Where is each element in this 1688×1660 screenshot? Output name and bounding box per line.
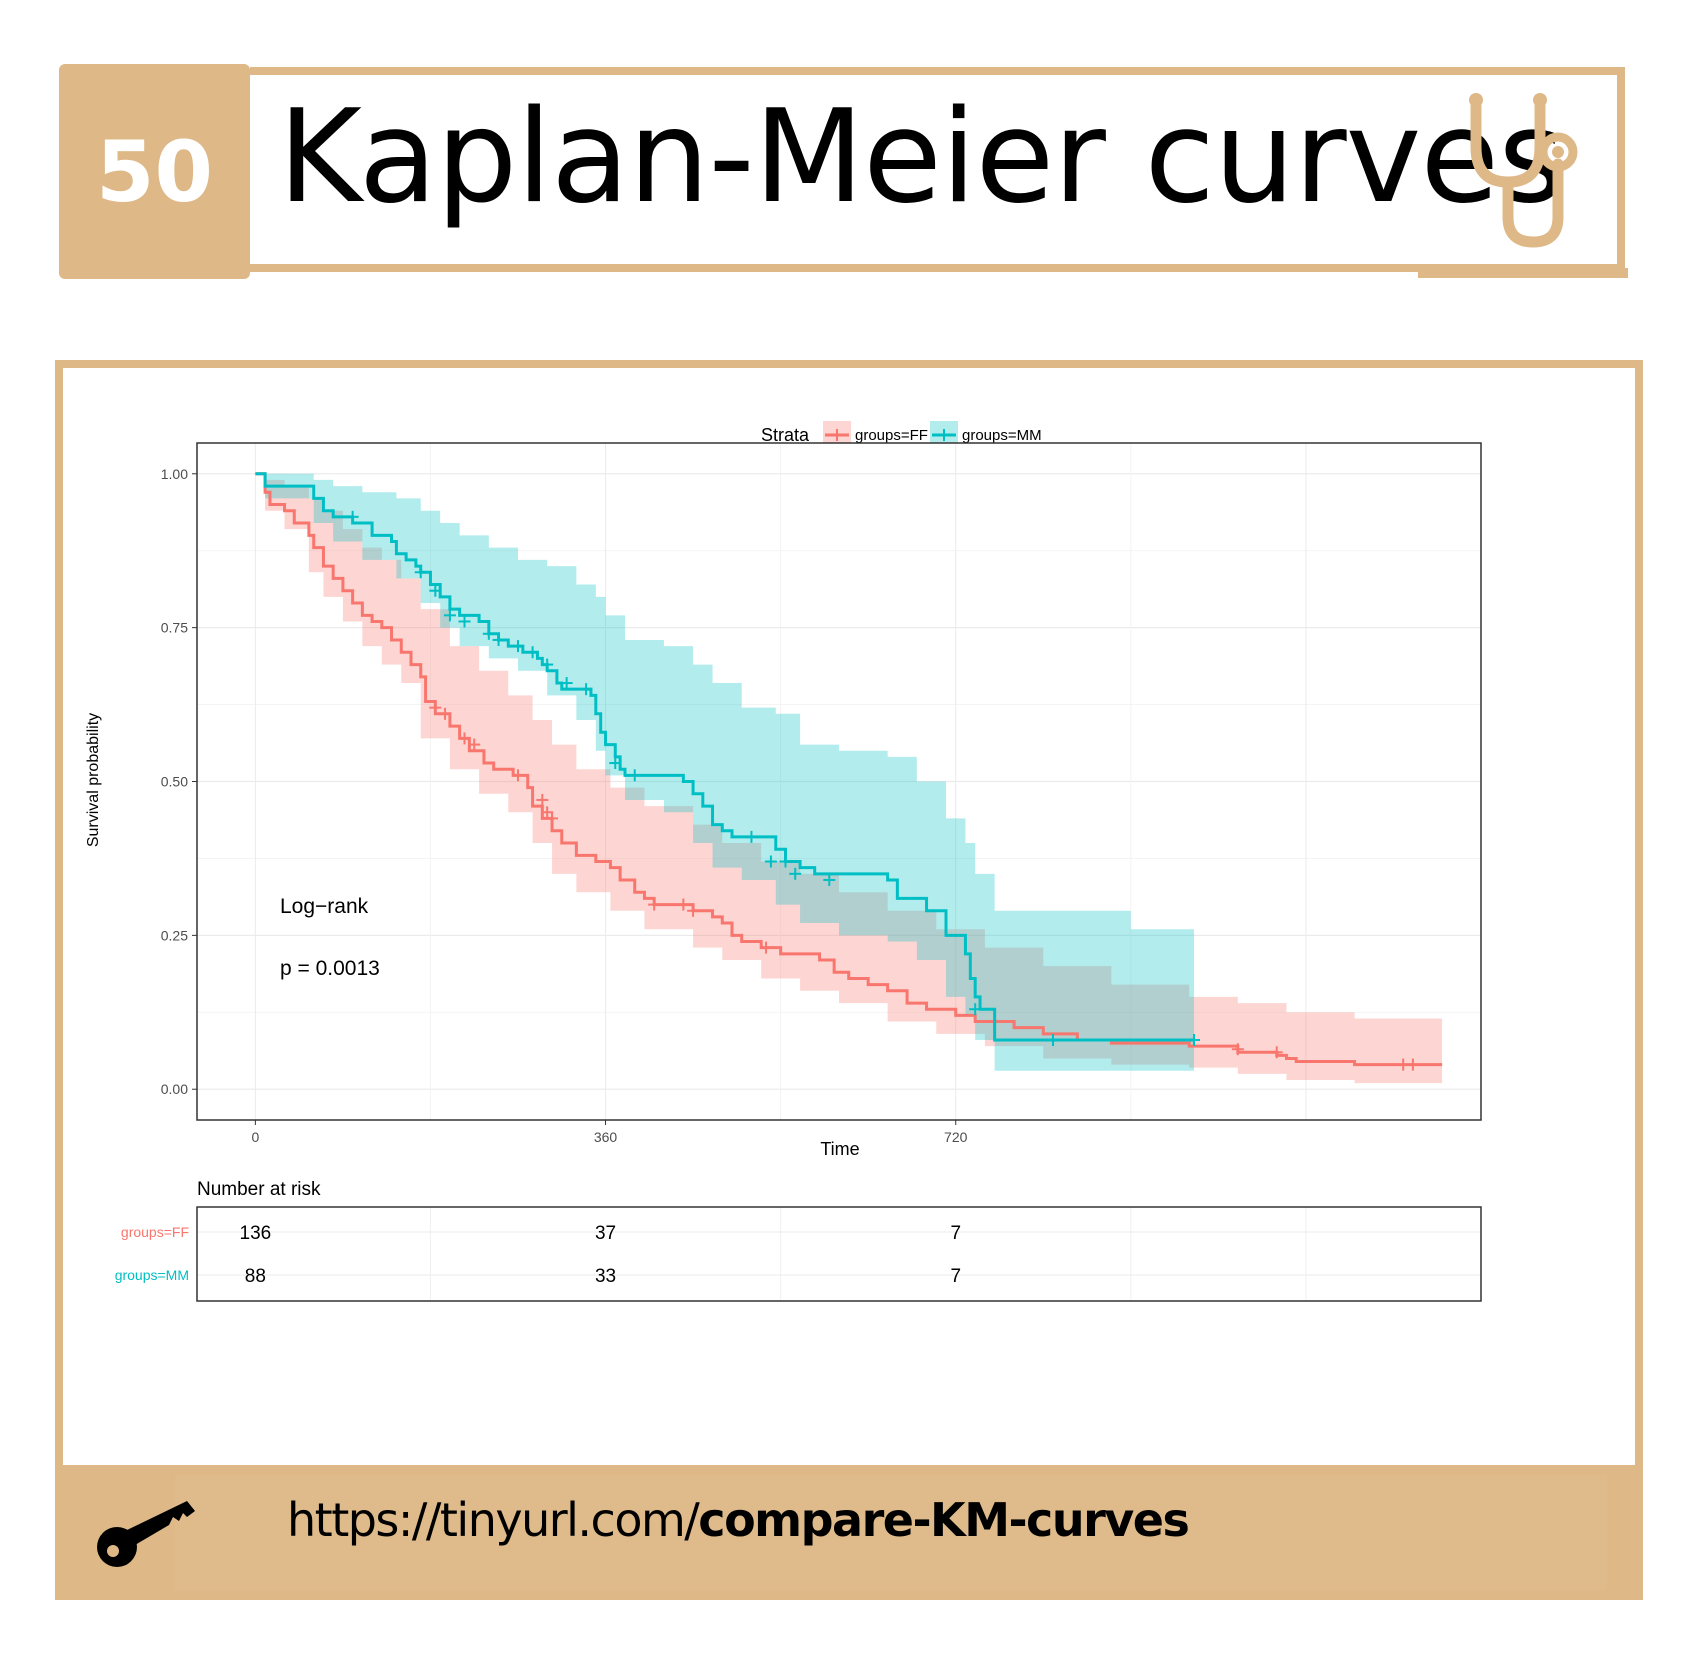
risk-value: 33 bbox=[595, 1266, 616, 1287]
y-tick-label: 0.50 bbox=[161, 774, 188, 790]
censor-mark bbox=[648, 898, 661, 911]
y-tick-label: 0.75 bbox=[161, 620, 188, 636]
km-chart: Strata groups=FF groups=MM 0.000.250.500.… bbox=[63, 368, 1635, 1465]
censor-mark bbox=[429, 584, 442, 597]
risk-value: 136 bbox=[240, 1223, 272, 1244]
pvalue-label: p = 0.0013 bbox=[280, 957, 380, 980]
censor-mark bbox=[609, 757, 622, 770]
censor-mark bbox=[414, 566, 427, 579]
footer-inner bbox=[175, 1475, 1607, 1590]
censor-mark bbox=[779, 855, 792, 868]
series-groups-ff bbox=[255, 473, 1443, 1084]
link-prefix: https://tinyurl.com/ bbox=[287, 1493, 700, 1547]
badge-number: 50 bbox=[96, 122, 213, 221]
censor-mark bbox=[458, 732, 471, 745]
censor-mark bbox=[823, 873, 836, 886]
censor-mark bbox=[789, 867, 802, 880]
curve-groups-ff bbox=[255, 472, 1443, 1071]
y-tick-label: 1.00 bbox=[161, 466, 188, 482]
risk-table-title: Number at risk bbox=[197, 1179, 321, 1200]
censor-mark bbox=[346, 510, 359, 523]
censor-mark bbox=[526, 646, 539, 659]
censor-mark bbox=[580, 683, 593, 696]
legend-title: Strata bbox=[761, 425, 810, 445]
censor-mark bbox=[536, 793, 549, 806]
censor-mark bbox=[468, 738, 481, 751]
legend-label: groups=MM bbox=[962, 427, 1042, 444]
censor-mark bbox=[512, 769, 524, 782]
number-badge: 50 bbox=[59, 64, 250, 279]
risk-row-label: groups=MM bbox=[115, 1267, 189, 1283]
survival-curve bbox=[255, 472, 1443, 1067]
censor-mark bbox=[1270, 1046, 1283, 1059]
censor-mark bbox=[677, 898, 690, 911]
censor-mark bbox=[1047, 1033, 1059, 1046]
axis-ticks: 0.00 0.25 0.50 0.75 1.00 0 360 720 bbox=[161, 466, 968, 1145]
censor-mark bbox=[443, 609, 456, 622]
logrank-label: Log−rank bbox=[280, 895, 369, 918]
censor-mark bbox=[546, 812, 559, 825]
censor-mark bbox=[1231, 1043, 1244, 1056]
survival-curve bbox=[255, 472, 1195, 1042]
risk-value: 7 bbox=[950, 1266, 961, 1287]
x-tick-label: 360 bbox=[594, 1129, 618, 1145]
y-tick-label: 0.00 bbox=[161, 1081, 188, 1097]
risk-panel bbox=[197, 1207, 1481, 1301]
censor-mark bbox=[541, 658, 554, 671]
censor-mark bbox=[764, 855, 777, 868]
censor-mark bbox=[458, 615, 471, 628]
risk-value: 37 bbox=[595, 1223, 616, 1244]
page-title: Kaplan-Meier curves bbox=[278, 83, 1565, 232]
censor-mark bbox=[512, 640, 524, 653]
y-axis-title: Survival probability bbox=[85, 713, 102, 847]
footer-link[interactable]: https://tinyurl.com/compare-KM-curves bbox=[287, 1493, 1190, 1547]
censor-mark bbox=[1406, 1058, 1419, 1071]
confidence-band bbox=[255, 473, 1443, 1084]
header-frame bbox=[250, 67, 1625, 272]
risk-value: 88 bbox=[245, 1266, 266, 1287]
curve-groups-mm bbox=[255, 472, 1201, 1046]
censor-mark bbox=[745, 830, 758, 843]
censor-mark bbox=[541, 806, 554, 819]
censor-mark bbox=[482, 627, 495, 640]
censor-mark bbox=[1188, 1033, 1201, 1046]
censor-mark bbox=[560, 677, 573, 690]
header-underline bbox=[1418, 268, 1628, 278]
grid-lines bbox=[197, 443, 1481, 1120]
risk-row-label: groups=FF bbox=[121, 1224, 189, 1240]
stethoscope-icon bbox=[1469, 93, 1578, 248]
risk-value: 7 bbox=[950, 1223, 961, 1244]
censor-mark bbox=[760, 941, 773, 954]
risk-border bbox=[196, 1206, 1482, 1302]
censor-mark bbox=[969, 1003, 982, 1016]
legend-label: groups=FF bbox=[855, 427, 928, 444]
censor-mark bbox=[492, 633, 505, 646]
y-tick-label: 0.25 bbox=[161, 927, 188, 943]
censor-mark bbox=[628, 769, 641, 782]
x-tick-label: 720 bbox=[944, 1129, 968, 1145]
censor-mark bbox=[439, 707, 452, 720]
censor-mark bbox=[429, 701, 442, 714]
link-slug: compare-KM-curves bbox=[698, 1493, 1190, 1547]
x-tick-label: 0 bbox=[251, 1129, 259, 1145]
censor-mark bbox=[687, 904, 700, 917]
x-axis-title: Time bbox=[820, 1139, 859, 1159]
key-icon bbox=[97, 1501, 195, 1567]
